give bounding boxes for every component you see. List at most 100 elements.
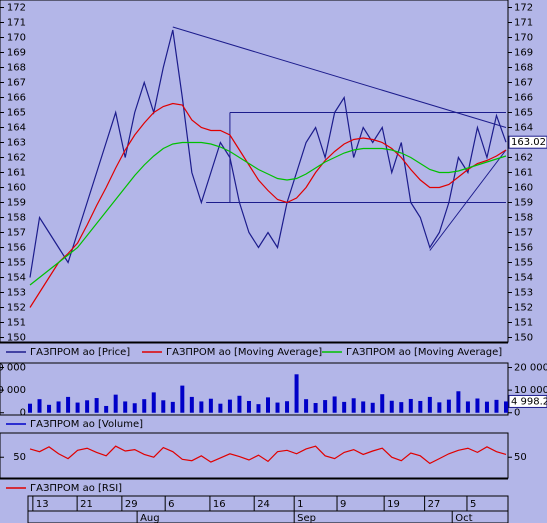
last-value-box [508, 135, 547, 149]
y-tick-label: 153 [514, 288, 533, 299]
y-tick-label-left: 20 000 [0, 363, 26, 374]
bar [75, 402, 80, 413]
y-tick-label-left: 164 [7, 123, 26, 134]
y-tick-label-left: 159 [7, 198, 26, 209]
bar [304, 399, 309, 413]
bar [389, 400, 394, 413]
plot-area [0, 0, 509, 343]
bar [323, 400, 328, 413]
bar [380, 394, 385, 413]
legend-label: ГАЗПРОМ ао [RSI] [30, 483, 122, 494]
y-tick-label: 151 [514, 318, 533, 329]
y-tick-label-left: 163 [7, 138, 26, 149]
y-tick-label-left: 151 [7, 318, 26, 329]
bar [475, 398, 480, 413]
y-tick-label-left: 160 [7, 183, 26, 194]
legend-label: ГАЗПРОМ ао [Volume] [30, 419, 143, 430]
series-line [29, 102, 507, 308]
y-tick-label: 159 [514, 198, 533, 209]
trendline [172, 26, 507, 128]
bar [85, 400, 90, 413]
y-tick-label: 150 [514, 333, 533, 344]
y-tick-label-left: 165 [7, 108, 26, 119]
y-tick-label-left: 172 [7, 3, 26, 14]
bar [465, 401, 470, 413]
bar [294, 374, 299, 413]
legend-label: ГАЗПРОМ ао [Moving Average] [346, 347, 502, 358]
last-value-label: 163.02 [511, 137, 546, 148]
y-tick-label: 169 [514, 48, 533, 59]
bar [208, 398, 213, 413]
bar [418, 400, 423, 413]
bar [494, 399, 499, 413]
legend-label: ГАЗПРОМ ао [Moving Average] [166, 347, 322, 358]
bar [142, 399, 147, 413]
bar [256, 404, 261, 413]
bar [484, 401, 489, 413]
series-line [29, 141, 507, 286]
y-tick-label-left: 166 [7, 93, 26, 104]
x-tick-label: 16 [213, 499, 226, 510]
y-tick-label-left: 154 [7, 273, 26, 284]
y-tick-label: 161 [514, 168, 533, 179]
bar [285, 401, 290, 413]
bar [246, 400, 251, 413]
bar [170, 401, 175, 413]
y-tick-label: 165 [514, 108, 533, 119]
y-tick-label-left: 157 [7, 228, 26, 239]
bar [370, 402, 375, 413]
bar [151, 392, 156, 413]
y-tick-label: 157 [514, 228, 533, 239]
bar [408, 398, 413, 413]
bar [437, 402, 442, 413]
date-axis [27, 495, 509, 523]
y-tick-label: 160 [514, 183, 533, 194]
bar [427, 396, 432, 413]
y-tick-label: 154 [514, 273, 533, 284]
bar [351, 398, 356, 413]
y-tick-label: 170 [514, 33, 533, 44]
y-tick-label-left: 168 [7, 63, 26, 74]
x-tick-label: 19 [387, 499, 400, 510]
y-tick-label-left: 156 [7, 243, 26, 254]
y-tick-label: 10 000 [514, 385, 547, 396]
y-tick-label-left: 150 [7, 333, 26, 344]
month-label: Oct [455, 513, 472, 523]
y-tick-label-left: 158 [7, 213, 26, 224]
month-label: Sep [297, 513, 316, 523]
bar [180, 385, 185, 413]
bar [28, 403, 32, 413]
bar [37, 399, 42, 413]
y-tick-label: 168 [514, 63, 533, 74]
bar [313, 403, 318, 413]
y-tick-label-left: 171 [7, 18, 26, 29]
y-tick-label-left: 155 [7, 258, 26, 269]
bar [132, 403, 137, 413]
y-tick-label-left: 169 [7, 48, 26, 59]
bar [56, 401, 61, 413]
y-tick-label: 172 [514, 3, 533, 14]
bar [47, 404, 52, 413]
bar [504, 401, 508, 413]
month-label: Aug [140, 513, 160, 523]
y-tick-label-left: 167 [7, 78, 26, 89]
x-tick-label: 29 [125, 499, 138, 510]
trendline [429, 149, 507, 251]
bar [199, 401, 204, 413]
y-tick-label-left: 50 [13, 452, 26, 463]
legend-label: ГАЗПРОМ ао [Price] [30, 347, 130, 358]
y-tick-label-left: 0 [20, 408, 26, 419]
y-tick-label: 50 [514, 452, 527, 463]
bar [361, 401, 366, 413]
y-tick-label: 0 [514, 408, 520, 419]
bar [342, 401, 347, 413]
x-tick-label: 6 [168, 499, 174, 510]
series-line [29, 445, 507, 465]
x-tick-label: 13 [36, 499, 49, 510]
plot-area [0, 432, 509, 479]
y-tick-label-left: 170 [7, 33, 26, 44]
y-tick-label: 171 [514, 18, 533, 29]
bar [104, 405, 109, 413]
y-tick-label: 158 [514, 213, 533, 224]
y-tick-label: 167 [514, 78, 533, 89]
